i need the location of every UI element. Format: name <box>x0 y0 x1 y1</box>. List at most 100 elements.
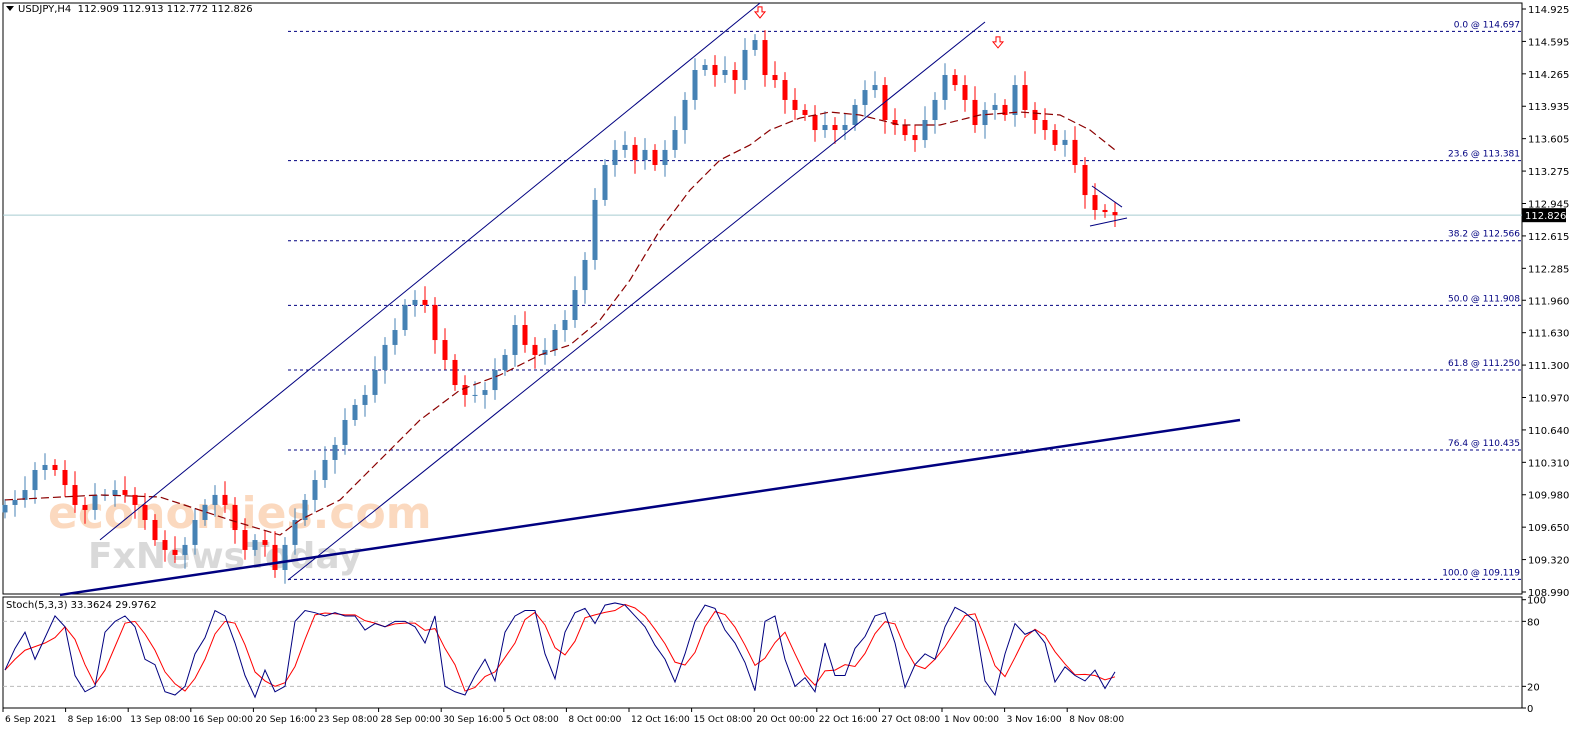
candle <box>192 508 198 555</box>
ohlc-values: 112.909 112.913 112.772 112.826 <box>77 4 253 15</box>
candle <box>562 310 568 342</box>
stoch-panel <box>2 596 1523 709</box>
candle <box>812 105 818 142</box>
candle-body <box>292 519 298 545</box>
candle <box>612 140 618 177</box>
x-tick-label: 15 Oct 08:00 <box>694 715 753 725</box>
trendline-triangle-lower <box>1089 217 1128 227</box>
candle <box>522 311 528 353</box>
candle <box>982 102 988 139</box>
candle <box>362 385 368 417</box>
candle-body <box>502 354 508 370</box>
candle <box>82 497 88 524</box>
candle-body <box>82 504 88 510</box>
candle-body <box>332 444 338 460</box>
candle-body <box>682 99 688 131</box>
candle-body <box>732 70 738 81</box>
candle-body <box>762 40 768 76</box>
candle <box>382 337 388 384</box>
x-tick-label: 12 Oct 16:00 <box>631 715 690 725</box>
candle-body <box>812 114 818 131</box>
y-tick-label: 113.275 <box>1528 167 1569 178</box>
dropdown-triangle-icon[interactable] <box>6 6 14 11</box>
candle <box>1052 124 1058 151</box>
y-tick-label: 112.945 <box>1528 199 1569 210</box>
stoch-y-tick-label: 100 <box>1527 596 1546 607</box>
candle <box>512 315 518 367</box>
candle <box>182 537 188 569</box>
candle-body <box>202 504 208 520</box>
candle <box>922 106 928 148</box>
candle <box>312 470 318 512</box>
y-tick-label: 110.640 <box>1528 426 1569 437</box>
candle-body <box>1032 109 1038 120</box>
candle-body <box>622 144 628 150</box>
x-tick-label: 20 Sep 16:00 <box>255 715 315 725</box>
candle-body <box>142 504 148 520</box>
y-tick-label: 109.650 <box>1528 523 1569 534</box>
stoch-y-tick-label: 20 <box>1527 682 1540 693</box>
candle-body <box>482 390 488 395</box>
candle-body <box>932 99 938 120</box>
candle-body <box>1012 85 1018 115</box>
stoch-y-tick-label: 80 <box>1527 617 1540 628</box>
candle <box>122 476 128 503</box>
candle-body <box>1082 164 1088 196</box>
candle-body <box>862 90 868 105</box>
candle-body <box>952 75 958 86</box>
arrow-down-icon <box>991 36 1005 49</box>
x-tick-label: 23 Sep 08:00 <box>318 715 378 725</box>
candle <box>422 286 428 313</box>
candle <box>862 80 868 117</box>
candle-body <box>742 49 748 81</box>
candle-body <box>702 64 708 71</box>
candle-body <box>982 109 988 126</box>
candle <box>1022 71 1028 118</box>
candle <box>222 481 228 513</box>
candle-body <box>1052 130 1058 145</box>
candle-body <box>512 325 518 355</box>
stoch-header: Stoch(5,3,3) 33.3624 29.9762 <box>6 600 157 611</box>
candle-body <box>132 494 138 505</box>
y-tick-label: 109.320 <box>1528 556 1569 567</box>
x-tick-label: 1 Nov 00:00 <box>944 715 999 725</box>
candle-body <box>922 119 928 141</box>
y-tick-label: 114.265 <box>1528 70 1569 81</box>
candle-body <box>1102 209 1108 213</box>
candle <box>52 459 58 476</box>
candle <box>642 138 648 170</box>
candle-body <box>842 125 848 131</box>
candle-body <box>632 144 638 160</box>
candle <box>412 290 418 317</box>
candle <box>1092 183 1098 220</box>
candle-body <box>162 540 168 550</box>
candle <box>452 354 458 391</box>
candle <box>842 113 848 140</box>
stoch-y-tick-label: 0 <box>1527 704 1533 715</box>
candle <box>932 92 938 134</box>
candle <box>692 58 698 110</box>
candle <box>42 453 48 480</box>
trendline-channel-lower <box>287 21 986 581</box>
candle-body <box>612 149 618 165</box>
candle-body <box>532 344 538 355</box>
candle <box>252 534 258 556</box>
candle-body <box>392 330 398 345</box>
x-tick-label: 8 Sep 16:00 <box>68 715 123 725</box>
candle <box>632 137 638 174</box>
candle-body <box>492 369 498 391</box>
candle <box>32 462 38 504</box>
y-tick-label: 110.970 <box>1528 393 1569 404</box>
candle <box>1102 204 1108 218</box>
candle-body <box>802 109 808 115</box>
candle <box>442 328 448 370</box>
candle <box>462 375 468 407</box>
candle-body <box>452 359 458 386</box>
y-tick-label: 110.310 <box>1528 458 1569 469</box>
candle <box>162 530 168 562</box>
fib-level-label: 38.2 @ 112.566 <box>1448 230 1520 240</box>
candle <box>942 63 948 110</box>
candle-body <box>972 99 978 126</box>
candle <box>572 276 578 328</box>
